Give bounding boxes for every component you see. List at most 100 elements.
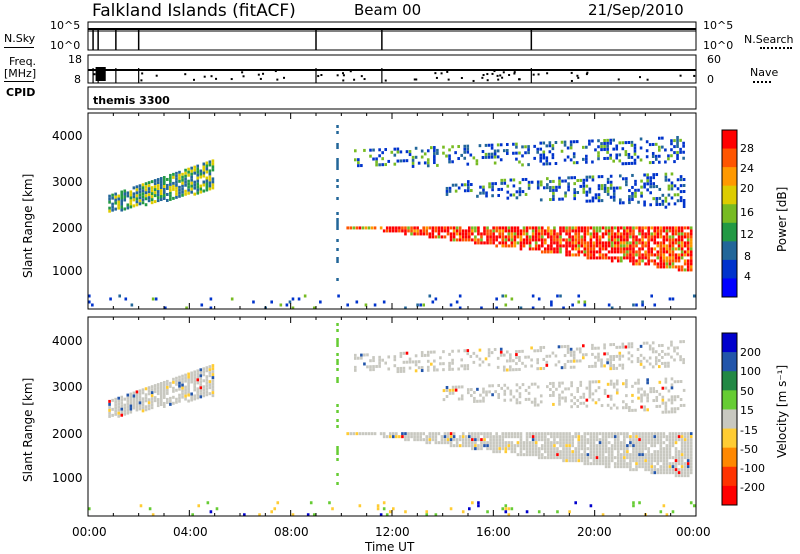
heat-cell xyxy=(181,389,184,393)
heat-cell xyxy=(682,202,686,206)
heat-cell xyxy=(291,513,295,517)
heat-cell xyxy=(610,247,614,251)
heat-cell xyxy=(597,184,601,188)
heat-cell xyxy=(652,173,656,177)
heat-cell xyxy=(202,394,206,398)
heat-cell xyxy=(607,465,611,469)
heat-cell xyxy=(668,456,672,460)
heat-cell xyxy=(650,253,653,257)
nave-dot xyxy=(576,74,579,77)
heat-cell xyxy=(426,353,430,357)
nave-dot xyxy=(440,72,443,75)
heat-cell xyxy=(659,432,663,436)
heat-cell xyxy=(553,226,556,230)
heat-cell xyxy=(436,151,439,155)
heat-cell xyxy=(120,395,124,399)
power-ytick: 1000 xyxy=(52,264,83,278)
heat-cell xyxy=(126,408,130,412)
heat-cell xyxy=(172,187,175,191)
heat-cell xyxy=(547,456,550,460)
heat-cell xyxy=(649,185,652,189)
heat-cell xyxy=(355,300,359,304)
heat-cell xyxy=(598,229,602,233)
heat-cell xyxy=(522,232,526,236)
heat-cell xyxy=(540,229,544,233)
heat-cell xyxy=(539,147,543,151)
heat-cell xyxy=(540,250,544,254)
heat-cell xyxy=(114,201,117,205)
heat-cell xyxy=(402,351,406,355)
heat-cell xyxy=(501,441,505,445)
heat-cell xyxy=(671,226,675,230)
heat-cell xyxy=(506,196,510,200)
heat-cell xyxy=(616,244,620,248)
heat-cell xyxy=(498,450,501,454)
heat-cell xyxy=(506,350,509,354)
heat-cell xyxy=(540,238,544,242)
heat-cell xyxy=(172,196,175,200)
heat-cell xyxy=(624,345,628,349)
heat-cell xyxy=(683,435,687,439)
heat-cell xyxy=(610,226,614,230)
heat-cell xyxy=(513,432,517,436)
heat-cell xyxy=(612,147,615,151)
heat-cell xyxy=(607,226,611,230)
heat-cell xyxy=(120,196,124,200)
heat-cell xyxy=(524,364,527,368)
heat-cell xyxy=(650,453,653,457)
heat-cell xyxy=(627,140,631,144)
heat-cell xyxy=(562,306,565,310)
heat-cell xyxy=(592,226,596,230)
heat-cell xyxy=(118,294,121,298)
heat-cell xyxy=(525,229,529,233)
heat-cell xyxy=(668,450,672,454)
heat-cell xyxy=(553,432,556,436)
heat-cell xyxy=(553,235,556,239)
heat-cell xyxy=(431,300,435,304)
heat-cell xyxy=(524,177,528,181)
heat-cell xyxy=(166,400,169,404)
heat-cell xyxy=(613,241,617,245)
heat-cell xyxy=(419,438,422,442)
heat-cell xyxy=(618,354,622,358)
heat-cell xyxy=(144,396,148,400)
heat-cell xyxy=(175,376,178,380)
heat-cell xyxy=(643,185,646,189)
heat-cell xyxy=(625,394,628,398)
heat-cell xyxy=(474,226,477,230)
heat-cell xyxy=(370,432,374,436)
heat-cell xyxy=(647,459,650,463)
heat-cell xyxy=(609,406,613,410)
heat-cell xyxy=(632,256,635,260)
heat-cell xyxy=(458,229,462,233)
heat-cell xyxy=(677,462,681,466)
heat-cell xyxy=(677,435,681,439)
nave-dot xyxy=(570,71,573,74)
heat-cell xyxy=(679,404,683,408)
heat-cell xyxy=(662,262,666,266)
heat-cell xyxy=(547,232,550,236)
heat-cell xyxy=(659,229,663,233)
heat-cell xyxy=(354,368,357,372)
heat-cell xyxy=(582,178,586,182)
heat-cell xyxy=(556,450,559,454)
heat-cell xyxy=(586,241,590,245)
heat-cell xyxy=(650,432,653,436)
heat-cell xyxy=(552,188,555,192)
heat-cell xyxy=(460,364,463,368)
heat-cell xyxy=(190,380,193,384)
heat-cell xyxy=(604,241,608,245)
heat-cell xyxy=(598,444,602,448)
heat-cell xyxy=(609,358,612,362)
heat-cell xyxy=(550,241,553,245)
heat-cell xyxy=(683,226,687,230)
heat-cell xyxy=(509,178,513,182)
heat-cell xyxy=(585,404,589,408)
heat-cell xyxy=(559,250,562,254)
heat-cell xyxy=(410,226,413,230)
heat-cell xyxy=(568,438,571,442)
heat-cell xyxy=(597,346,600,350)
heat-cell xyxy=(644,441,647,445)
heat-cell xyxy=(495,444,498,448)
heat-cell xyxy=(499,158,503,162)
